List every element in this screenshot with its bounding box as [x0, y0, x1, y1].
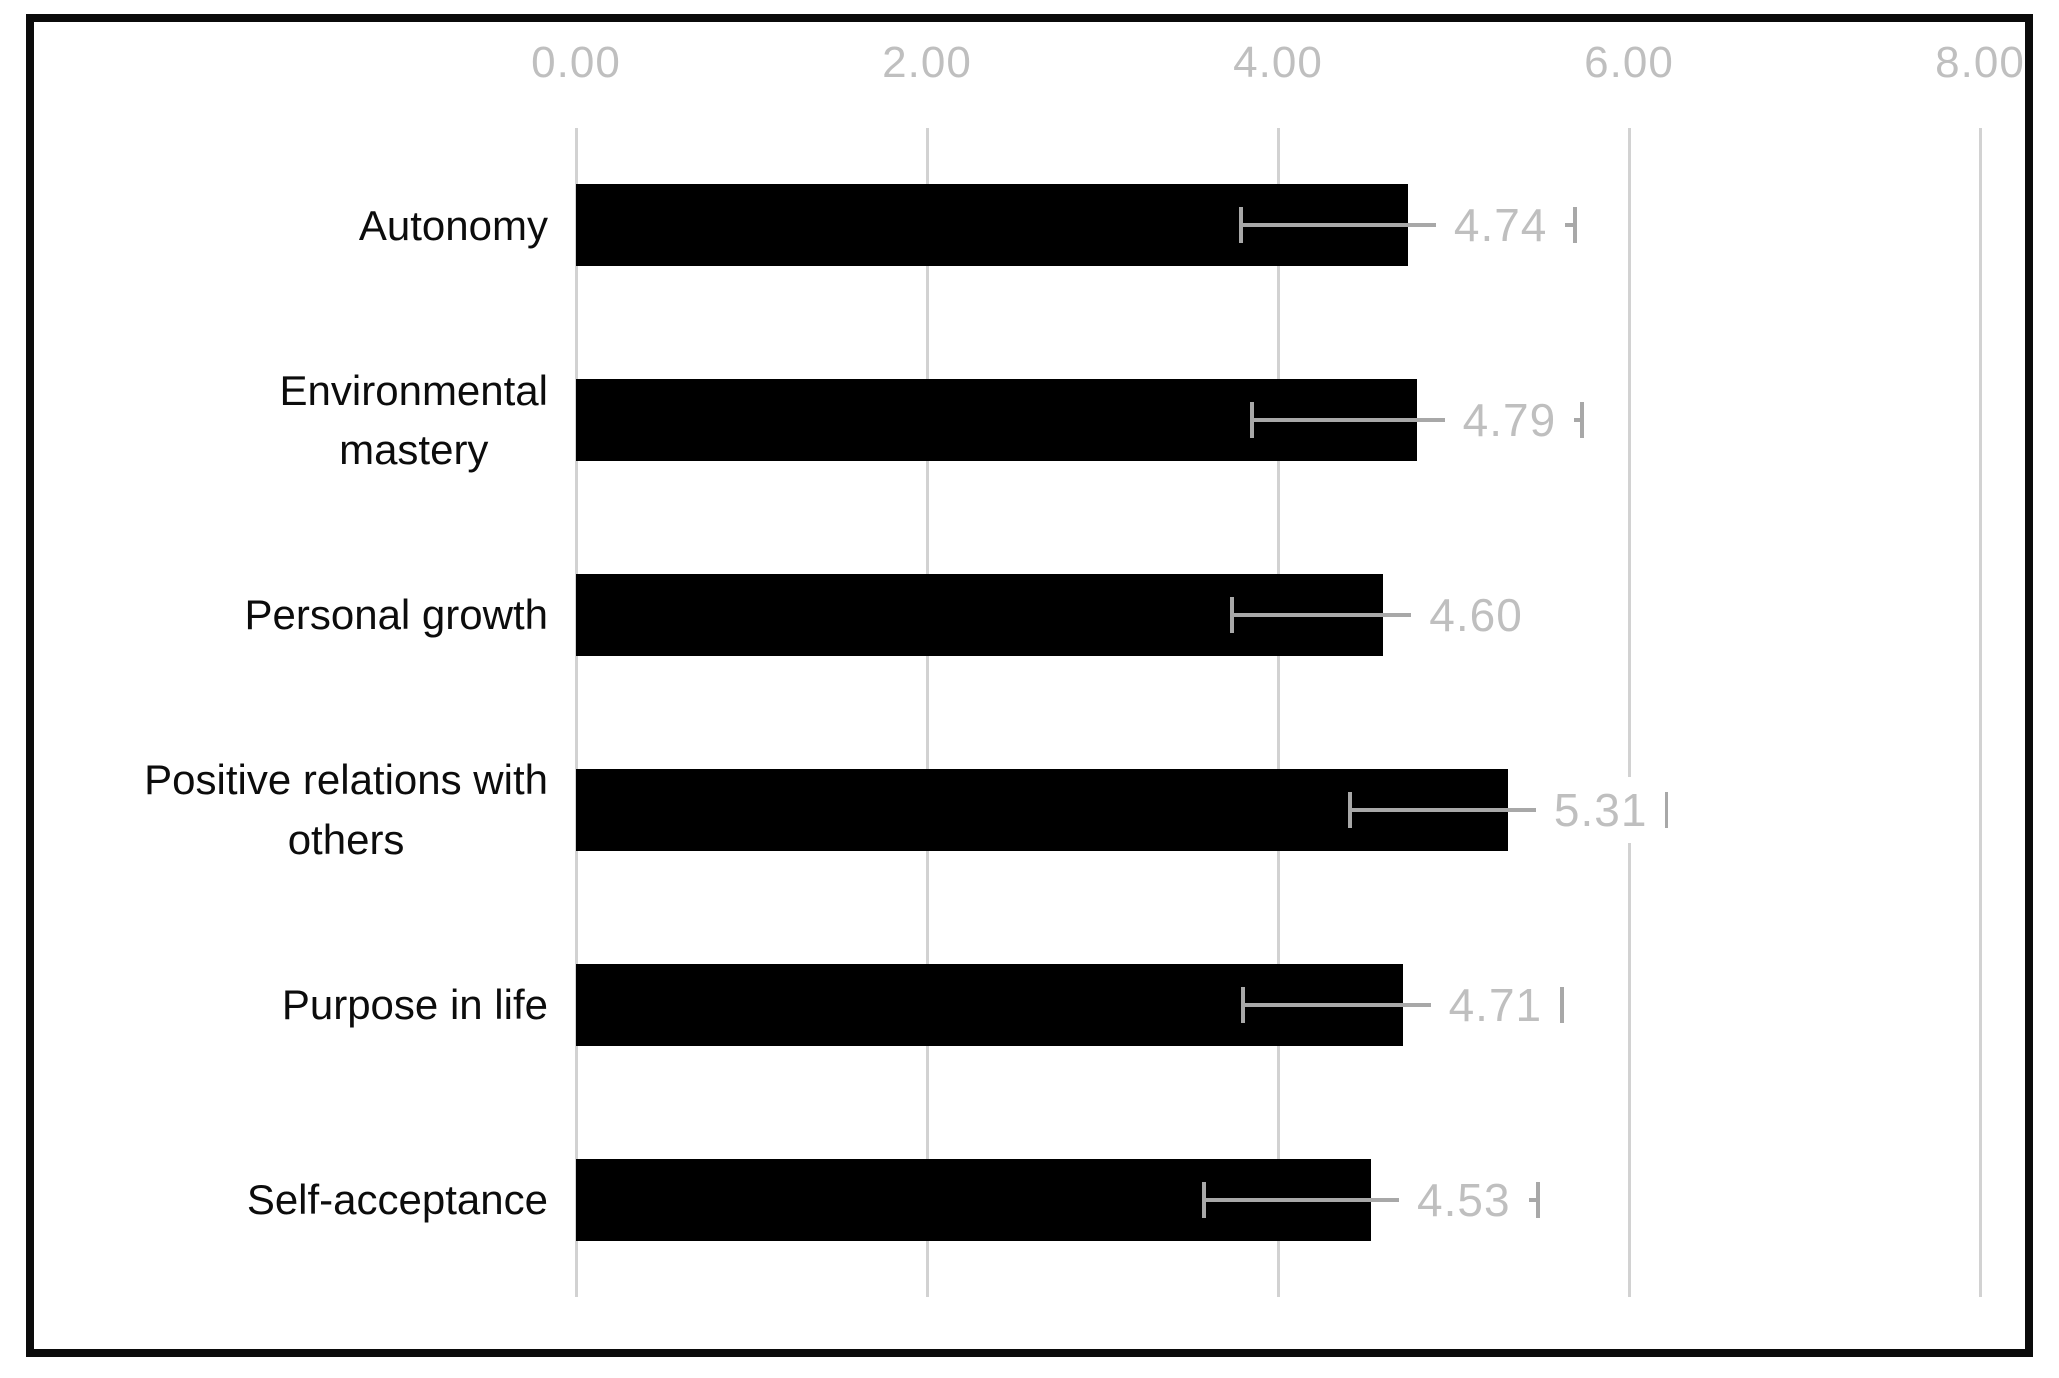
data-label: 4.79 [1444, 387, 1575, 454]
data-label: 4.74 [1435, 192, 1566, 259]
error-bar-line [1251, 418, 1582, 423]
category-label-cell: Self-acceptance [34, 1102, 548, 1297]
category-label: Environmental mastery [279, 366, 548, 474]
gridline [1276, 128, 1280, 1297]
category-label: Positive relations with others [144, 756, 548, 863]
gridline [1627, 128, 1631, 1297]
error-bar-cap [1240, 986, 1245, 1023]
error-bar-line [1204, 1197, 1538, 1202]
error-bar-cap [1663, 791, 1668, 828]
data-label: 4.53 [1399, 1166, 1529, 1233]
data-label: 5.31 [1535, 776, 1666, 843]
category-label-cell: Autonomy [34, 128, 548, 323]
x-axis-tick-label: 2.00 [882, 38, 972, 87]
data-label: 4.60 [1411, 582, 1541, 649]
error-bar-line [1242, 1002, 1563, 1007]
x-axis-tick-label: 8.00 [1935, 38, 2025, 87]
x-axis-tick-label: 0.00 [531, 38, 621, 87]
category-label: Autonomy [358, 201, 548, 249]
error-bar-cap [1202, 1181, 1207, 1218]
error-bar-cap [1230, 597, 1235, 634]
category-label: Self-acceptance [246, 1175, 548, 1223]
error-bar-line [1241, 223, 1575, 228]
error-bar-cap [1560, 986, 1565, 1023]
category-label-cell: Personal growth [34, 518, 549, 713]
error-bar-cap [1347, 791, 1352, 828]
category-label: Purpose in life [281, 980, 548, 1028]
gridline [574, 128, 578, 1297]
category-label-cell: Positive relations with others [34, 713, 548, 908]
error-bar-line [1349, 807, 1666, 812]
category-label-cell: Purpose in life [34, 907, 548, 1102]
error-bar-cap [1535, 1181, 1540, 1218]
x-axis-tick-label: 4.00 [1233, 38, 1323, 87]
x-axis-tick-label: 6.00 [1584, 38, 1674, 87]
error-bar-cap [1239, 207, 1244, 244]
error-bar-cap [1579, 402, 1584, 439]
error-bar-cap [1249, 402, 1254, 439]
data-label: 4.71 [1430, 971, 1561, 1038]
error-bar-cap [1572, 207, 1577, 244]
gridline [1978, 128, 1982, 1297]
error-bar-line [1232, 613, 1535, 618]
category-label: Personal growth [244, 591, 549, 639]
category-label-cell: Environmental mastery [34, 323, 548, 518]
gridline [925, 128, 929, 1297]
